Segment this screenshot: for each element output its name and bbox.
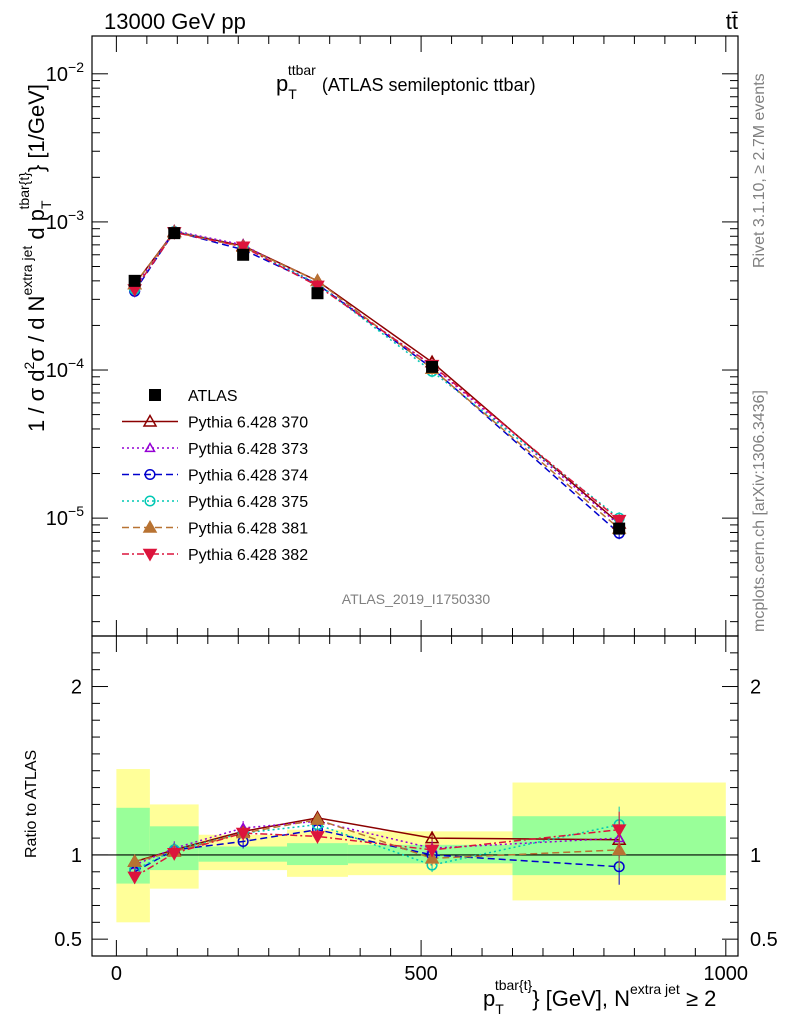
y-tick-label: 10−4 bbox=[46, 355, 84, 382]
ratio-series-marker bbox=[424, 844, 440, 858]
energy-label: 13000 GeV pp bbox=[104, 9, 246, 34]
ratio-series-marker bbox=[310, 812, 325, 825]
ratio-series-line bbox=[134, 820, 620, 866]
main-frame bbox=[91, 35, 739, 637]
ratio-series-marker bbox=[127, 871, 142, 885]
green-uncertainty-band bbox=[287, 843, 348, 866]
legend-label: Pythia 6.428 381 bbox=[188, 521, 308, 538]
legend-marker bbox=[142, 519, 158, 533]
main-panel: 10−5 10−4 10−3 10−2 pTttbar(ATLAS semilepto… bbox=[16, 35, 739, 637]
legend-marker bbox=[142, 548, 158, 562]
legend: ATLAS Pythia 6.428 370 Pythia 6.428 373 Pyt… bbox=[122, 388, 308, 564]
legend-label: Pythia 6.428 375 bbox=[188, 494, 308, 511]
data-point bbox=[311, 287, 324, 300]
ratio-series-marker bbox=[424, 850, 440, 864]
ratio-series-marker bbox=[611, 842, 627, 856]
legend-marker bbox=[142, 413, 158, 427]
x-tick-label: 500 bbox=[404, 963, 437, 985]
ratio-series-marker bbox=[235, 827, 251, 841]
ratio-series-line bbox=[134, 817, 620, 863]
ratio-y-tick-label-right: 1 bbox=[750, 845, 761, 867]
ratio-y-tick-label-right: 2 bbox=[750, 677, 761, 699]
y-tick-label: 10−5 bbox=[46, 503, 84, 530]
ratio-series-line bbox=[134, 818, 620, 863]
ratio-axes: 0.5 0.5 1 1 2 2 0 500 1000 bbox=[54, 635, 778, 985]
legend-label: Pythia 6.428 370 bbox=[188, 415, 308, 432]
ratio-series-line bbox=[134, 828, 620, 878]
legend-label: Pythia 6.428 382 bbox=[188, 547, 308, 564]
ratio-markers bbox=[127, 806, 627, 885]
main-series-marker bbox=[310, 280, 325, 294]
ratio-y-tick-label-left: 0.5 bbox=[54, 929, 82, 951]
main-series-marker bbox=[611, 514, 627, 528]
ratio-frame bbox=[91, 635, 739, 957]
main-axes: 10−5 10−4 10−3 10−2 bbox=[46, 35, 739, 637]
mcplots-label: mcplots.cern.ch [arXiv:1306.3436] bbox=[751, 390, 768, 632]
data-point bbox=[128, 274, 141, 287]
ratio-y-tick-label-left: 2 bbox=[71, 677, 82, 699]
ratio-series-marker bbox=[127, 854, 142, 867]
ratio-y-tick-label-left: 1 bbox=[71, 845, 82, 867]
legend-marker-data bbox=[149, 389, 161, 401]
ratio-y-tick-label-right: 0.5 bbox=[750, 929, 778, 951]
main-y-axis-label: 1 / σ d2σ / d Nextra jet d pTtbar{t}} [1… bbox=[16, 84, 54, 432]
plot-title: pTttbar(ATLAS semileptonic ttbar) bbox=[276, 62, 536, 102]
legend-marker bbox=[144, 441, 156, 453]
main-series-line bbox=[134, 231, 620, 530]
ratio-series-marker bbox=[166, 848, 182, 861]
main-series-marker bbox=[235, 241, 251, 255]
data-point bbox=[426, 360, 439, 373]
x-tick-label: 1000 bbox=[704, 963, 749, 985]
data-point bbox=[237, 248, 250, 261]
data-point bbox=[613, 522, 626, 535]
y-tick-label: 10−2 bbox=[46, 59, 84, 86]
green-uncertainty-band bbox=[198, 846, 288, 862]
legend-marker bbox=[144, 495, 156, 507]
analysis-watermark: ATLAS_2019_I1750330 bbox=[342, 591, 491, 607]
legend-label: Pythia 6.428 373 bbox=[188, 441, 308, 458]
rivet-version-label: Rivet 3.1.10, ≥ 2.7M events bbox=[751, 73, 768, 268]
ratio-panel: 0.5 0.5 1 1 2 2 0 500 1000 Ratio to ATLAS pTtbar… bbox=[23, 635, 778, 1017]
y-tick-label: 10−3 bbox=[46, 207, 84, 234]
main-series-line bbox=[134, 230, 620, 534]
ratio-y-axis-label: Ratio to ATLAS bbox=[23, 750, 40, 858]
process-label: tt̄ bbox=[726, 9, 738, 34]
ratio-series-marker bbox=[310, 831, 325, 844]
main-series-lines bbox=[134, 230, 620, 534]
x-tick-label: 0 bbox=[111, 963, 122, 985]
ratio-series-marker bbox=[611, 824, 627, 838]
legend-marker bbox=[144, 468, 156, 481]
main-markers bbox=[127, 224, 627, 540]
legend-label-data: ATLAS bbox=[188, 388, 238, 405]
ratio-series-lines bbox=[134, 817, 620, 878]
main-series-line bbox=[134, 231, 620, 521]
legend-label: Pythia 6.428 374 bbox=[188, 468, 308, 485]
x-axis-label: pTtbar{t}} [GeV], Nextra jet ≥ 2 bbox=[483, 977, 716, 1017]
data-point bbox=[168, 227, 181, 240]
